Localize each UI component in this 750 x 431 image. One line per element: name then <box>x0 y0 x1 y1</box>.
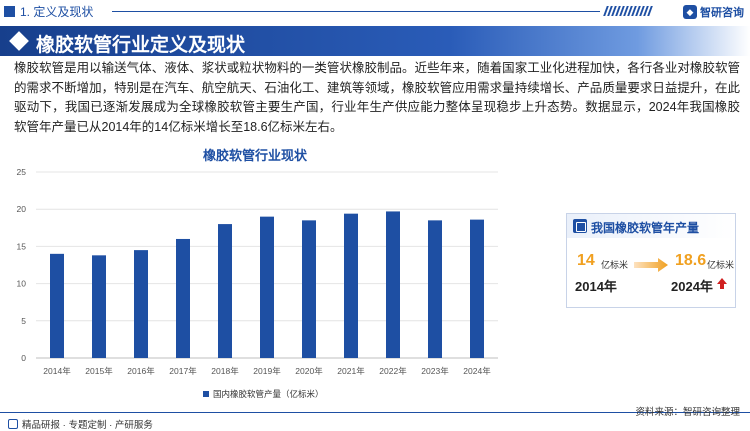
up-arrow-icon <box>717 278 727 289</box>
bar <box>302 220 316 358</box>
section-title: 1. 定义及现状 <box>20 4 94 19</box>
chart-legend: 国内橡胶软管产量（亿标米） <box>203 388 324 400</box>
x-tick-label: 2022年 <box>379 366 407 376</box>
arrow-right-icon <box>634 258 668 272</box>
diamond-icon <box>9 31 29 51</box>
start-year: 2014年 <box>575 279 617 294</box>
start-value: 14 <box>577 252 595 269</box>
bar <box>134 250 148 358</box>
bar <box>386 211 400 358</box>
bar <box>428 220 442 358</box>
header-divider <box>112 11 600 12</box>
bar-chart: 0 5 10 15 20 25 2014年 2015年 2016年 2017年 2018年 2019… <box>17 167 498 376</box>
y-tick-label: 10 <box>17 279 27 289</box>
x-tick-label: 2015年 <box>85 366 113 376</box>
bar <box>92 255 106 358</box>
y-tick-label: 20 <box>17 204 27 214</box>
page-title: 橡胶软管行业定义及现状 <box>36 35 246 56</box>
end-value: 18.6 <box>675 252 707 269</box>
report-icon <box>8 419 18 429</box>
x-tick-label: 2021年 <box>337 366 365 376</box>
top-bar: 1. 定义及现状 ◆ 智研咨询 <box>0 0 750 22</box>
brand-logo: ◆ 智研咨询 <box>683 4 744 20</box>
header-stripes <box>603 6 655 16</box>
source-note: 资料来源：智研咨询整理 <box>635 407 740 418</box>
brand-logo-icon: ◆ <box>683 5 697 19</box>
bar <box>470 219 484 358</box>
bar <box>218 224 232 358</box>
legend-label: 国内橡胶软管产量（亿标米） <box>213 389 324 399</box>
brand-name: 智研咨询 <box>700 7 744 19</box>
title-banner: 橡胶软管行业定义及现状 <box>0 26 750 56</box>
chart-icon <box>573 219 587 233</box>
x-tick-label: 2020年 <box>295 366 323 376</box>
y-tick-label: 5 <box>21 316 26 326</box>
footer-tagline: 精品研报 · 专题定制 · 产研服务 <box>8 417 153 431</box>
intro-paragraph: 橡胶软管是用以输送气体、液体、浆状或粒状物料的一类管状橡胶制品。近些年来，随着国… <box>14 61 740 134</box>
y-tick-label: 15 <box>17 241 27 251</box>
output-summary-card: 我国橡胶软管年产量 14 亿标米 2014年 18.6 亿标米 2024年 <box>566 213 736 308</box>
bar <box>260 216 274 358</box>
x-tick-label: 2019年 <box>253 366 281 376</box>
bar <box>176 238 190 358</box>
x-tick-label: 2014年 <box>43 366 71 376</box>
y-tick-label: 0 <box>21 353 26 363</box>
chart-title: 橡胶软管行业现状 <box>202 148 307 163</box>
footer-tagline-text: 精品研报 · 专题定制 · 产研服务 <box>22 420 153 431</box>
card-title: 我国橡胶软管年产量 <box>591 221 700 235</box>
start-unit: 亿标米 <box>601 260 629 270</box>
legend-swatch <box>203 391 209 397</box>
x-tick-label: 2024年 <box>463 366 491 376</box>
end-year: 2024年 <box>671 279 713 294</box>
x-tick-label: 2017年 <box>169 366 197 376</box>
y-tick-label: 25 <box>17 167 27 177</box>
end-unit: 亿标米 <box>707 260 735 270</box>
footer-divider <box>0 412 750 413</box>
section-marker-icon <box>4 5 15 17</box>
x-tick-label: 2023年 <box>421 366 449 376</box>
x-tick-label: 2018年 <box>211 366 239 376</box>
card-header: 我国橡胶软管年产量 <box>567 214 735 238</box>
x-tick-label: 2016年 <box>127 366 155 376</box>
bar <box>50 253 64 358</box>
bar <box>344 213 358 358</box>
